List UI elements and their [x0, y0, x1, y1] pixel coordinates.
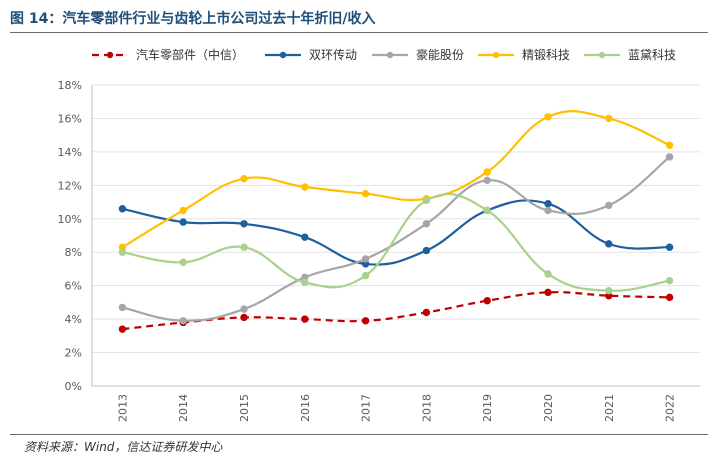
x-axis: 2013 2014 2015 2016 2017 2018 2019 2020 2021 2022 [92, 385, 700, 422]
x-tick-label: 2017 [360, 394, 373, 422]
data-point [665, 276, 674, 285]
data-point [118, 205, 127, 213]
data-point [361, 189, 370, 198]
legend-swatch-marker [492, 51, 500, 59]
series-group [118, 153, 674, 325]
data-point [544, 206, 552, 215]
data-point [301, 278, 309, 287]
chart-gridlines [92, 84, 700, 354]
y-axis: 0% 2% 4% 6% 8% 10% 12% 14% 16% 18% [58, 79, 93, 393]
data-point [240, 305, 248, 313]
data-point [665, 153, 674, 161]
figure-title: 图 14：汽车零部件行业与齿轮上市公司过去十年折旧/收入 [10, 11, 376, 27]
data-point [605, 114, 613, 123]
data-point [179, 317, 187, 325]
x-tick-label: 2022 [664, 394, 677, 422]
data-point [665, 293, 674, 302]
source-divider [10, 434, 708, 435]
data-point [179, 206, 187, 215]
data-point [422, 246, 431, 255]
data-point [240, 243, 248, 251]
data-point [544, 288, 552, 297]
data-point [544, 113, 552, 121]
legend-item: 汽车零部件（中信） [92, 47, 244, 62]
y-tick-label: 10% [58, 213, 82, 226]
y-tick-label: 16% [58, 112, 82, 125]
chart-legend: 汽车零部件（中信） 双环传动 豪能股份 精锻科技 蓝黛科技 [92, 47, 676, 62]
x-tick-label: 2016 [299, 394, 312, 422]
data-point [361, 317, 370, 325]
data-point [422, 196, 431, 205]
legend-item: 蓝黛科技 [584, 48, 676, 62]
legend-swatch-marker [106, 51, 114, 59]
data-point [118, 248, 127, 256]
x-tick-label: 2021 [603, 394, 616, 422]
data-point [301, 233, 309, 241]
data-point [605, 201, 613, 210]
series-line [122, 156, 671, 322]
data-point [544, 270, 552, 278]
series-group [118, 288, 674, 333]
data-point [483, 168, 491, 176]
data-point [605, 240, 613, 248]
series-group [118, 110, 674, 251]
data-point [301, 183, 309, 191]
data-point [179, 218, 187, 226]
y-tick-label: 0% [65, 380, 82, 393]
legend-swatch-marker [279, 51, 287, 59]
data-point [605, 286, 613, 295]
legend-label: 蓝黛科技 [628, 48, 676, 62]
x-tick-label: 2013 [116, 394, 129, 422]
legend-item: 豪能股份 [372, 47, 464, 62]
x-tick-label: 2018 [420, 394, 433, 422]
series-group [118, 192, 674, 295]
series-line [122, 192, 670, 292]
y-tick-label: 4% [65, 313, 82, 326]
legend-label: 汽车零部件（中信） [136, 47, 244, 62]
series-line [121, 110, 671, 249]
data-point [422, 308, 431, 317]
data-point [118, 325, 127, 333]
data-point [544, 200, 552, 208]
data-point [240, 313, 248, 322]
data-point [179, 258, 187, 266]
series-line [122, 199, 670, 266]
data-point [665, 243, 674, 251]
data-point [483, 176, 491, 185]
title-divider [10, 32, 708, 33]
chart-series [118, 110, 674, 333]
x-tick-label: 2020 [542, 394, 555, 422]
legend-swatch-marker [386, 51, 394, 59]
data-point [422, 220, 431, 228]
y-tick-label: 8% [65, 246, 82, 259]
series-group [118, 199, 674, 268]
data-point [301, 315, 309, 323]
y-tick-label: 12% [58, 179, 82, 192]
legend-label: 精锻科技 [522, 48, 570, 62]
legend-item: 精锻科技 [478, 48, 570, 62]
data-point [240, 220, 248, 228]
data-point [361, 271, 370, 280]
legend-label: 豪能股份 [416, 47, 464, 62]
y-tick-label: 14% [58, 146, 82, 159]
legend-swatch-marker [598, 51, 606, 59]
data-point [483, 297, 491, 305]
data-point [118, 303, 127, 312]
data-point [361, 255, 370, 263]
data-point [665, 141, 674, 149]
y-tick-label: 6% [65, 280, 82, 293]
legend-label: 双环传动 [309, 47, 357, 62]
series-line [122, 291, 670, 331]
data-point [483, 206, 491, 215]
source-note: 资料来源：Wind，信达证券研发中心 [24, 440, 223, 454]
y-tick-label: 2% [65, 347, 82, 360]
x-tick-label: 2015 [238, 394, 251, 422]
x-tick-label: 2014 [177, 394, 190, 422]
data-point [240, 174, 248, 183]
legend-item: 双环传动 [265, 47, 357, 62]
x-tick-label: 2019 [481, 394, 494, 422]
y-tick-label: 18% [58, 79, 82, 92]
